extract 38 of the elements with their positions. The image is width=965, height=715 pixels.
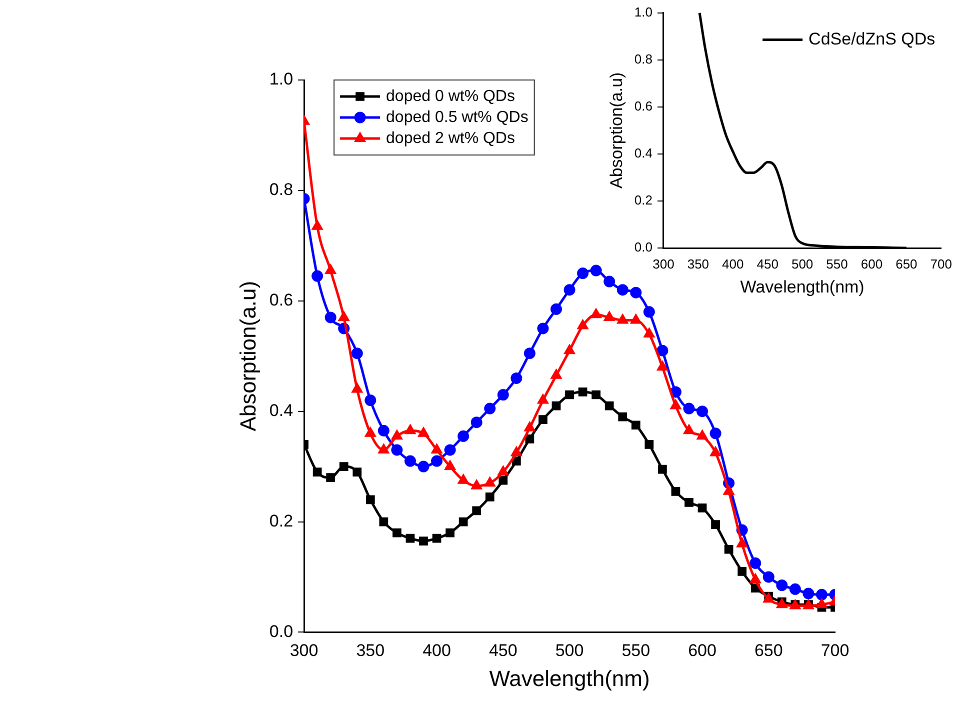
x-tick-label: 550 [622, 641, 650, 660]
text: 1.0 [269, 70, 294, 89]
x-tick-label: 700 [820, 641, 850, 660]
x-axis-title: Wavelength(nm) [740, 277, 864, 296]
text: 0.6 [269, 290, 294, 310]
x-tick-label: 700 [930, 256, 952, 272]
x-tick-label: 650 [896, 256, 918, 272]
x-tick-label: 450 [488, 641, 518, 660]
y-tick-label: 0.2 [634, 192, 652, 208]
y-axis-title: Absorption(a.u) [606, 72, 626, 189]
x-tick-label: 400 [422, 641, 451, 660]
x-tick-label: 350 [687, 256, 710, 272]
text: 0.0 [269, 622, 294, 641]
legend-label: doped 2 wt% QDs [386, 130, 515, 147]
y-tick-label: 0.8 [634, 51, 652, 66]
text: 0.8 [269, 180, 294, 200]
text: 0.4 [269, 401, 294, 420]
legend-label: CdSe/dZnS QDs [808, 29, 936, 48]
x-tick-label: 600 [860, 256, 883, 272]
x-tick-label: 450 [756, 256, 778, 272]
y-tick-label: 0.6 [634, 98, 652, 114]
y-tick-label: 0.0 [634, 240, 652, 255]
x-tick-label: 300 [652, 256, 674, 272]
x-axis-title: Wavelength(nm) [489, 666, 650, 691]
legend-label: doped 0 wt% QDs [386, 88, 515, 105]
y-tick-label: 1.0 [634, 4, 652, 20]
y-tick-label: 0.4 [634, 146, 652, 160]
legend-label: doped 0.5 wt% QDs [386, 108, 528, 126]
x-tick-label: 500 [555, 641, 584, 660]
x-tick-label: 600 [688, 641, 716, 660]
x-tick-label: 550 [826, 256, 848, 272]
x-tick-label: 500 [791, 256, 814, 272]
x-tick-label: 350 [356, 641, 385, 660]
x-tick-label: 650 [754, 641, 783, 660]
text: 0.2 [269, 511, 294, 530]
x-tick-label: 300 [290, 641, 318, 660]
x-tick-label: 400 [722, 256, 744, 272]
y-axis-title: Absorption(a.u) [235, 280, 260, 432]
